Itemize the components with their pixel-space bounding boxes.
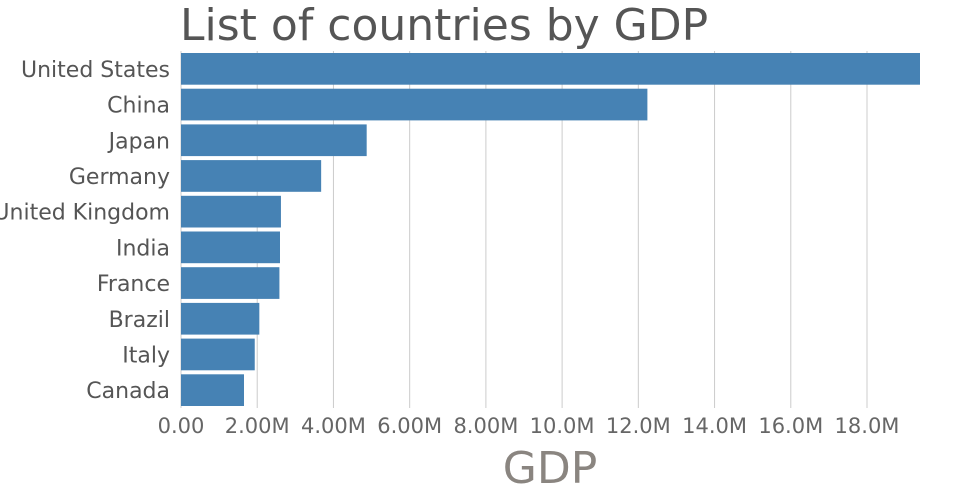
bar [181,338,255,371]
x-tick-label: 6.00M [377,414,442,438]
x-tick-label: 18.0M [835,414,900,438]
chart-title: List of countries by GDP [180,0,708,51]
bar [181,231,280,264]
bar [181,88,648,121]
category-label: United Kingdom [0,201,170,226]
bar [181,374,244,406]
category-label: Brazil [109,308,170,333]
category-labels: United States China Japan Germany United Kin… [0,58,170,404]
x-tick-label: 14.0M [682,414,747,438]
bar [181,302,260,335]
x-tick-label: 4.00M [301,414,366,438]
category-label: Canada [86,379,170,404]
bars [181,53,920,406]
category-label: United States [21,58,170,83]
x-tick-label: 10.0M [530,414,595,438]
x-tick-label: 0.00 [158,414,205,438]
x-axis-label: GDP [503,443,598,494]
bar [181,267,280,299]
category-label: Italy [122,343,170,368]
bar [181,53,920,85]
bar [181,124,367,157]
x-tick-label: 2.00M [225,414,290,438]
category-label: Germany [69,165,170,190]
bar [181,160,322,192]
x-tick-labels: 0.00 2.00M 4.00M 6.00M 8.00M 10.0M 12.0M 14.0M 1… [158,414,900,438]
x-tick-label: 8.00M [453,414,518,438]
bar [181,195,281,228]
x-tick-label: 12.0M [606,414,671,438]
category-label: France [97,272,170,297]
category-label: China [107,94,170,119]
category-label: India [116,236,170,261]
x-tick-label: 16.0M [758,414,823,438]
category-label: Japan [107,129,170,154]
